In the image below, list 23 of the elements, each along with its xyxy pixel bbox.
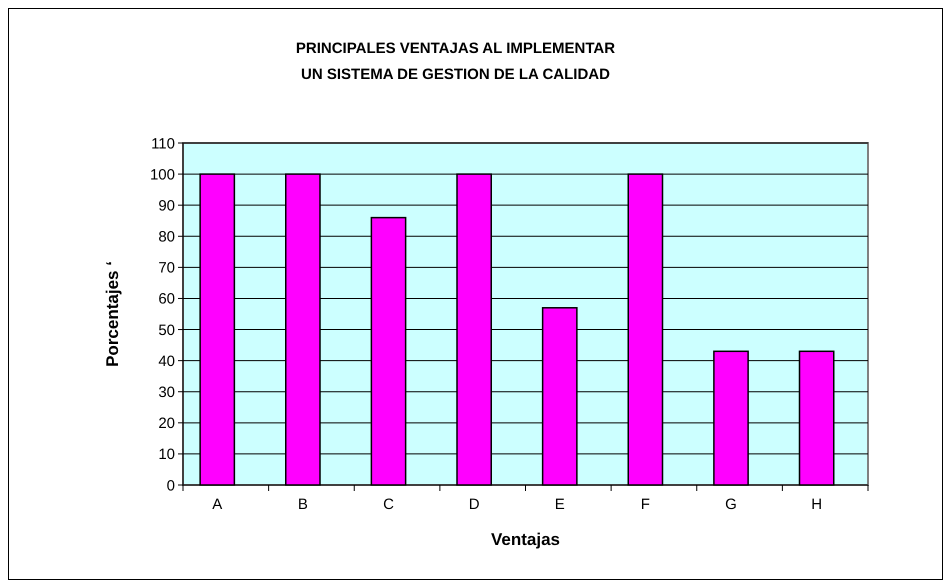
y-tick-label: 10 (158, 446, 175, 464)
y-tick-label: 30 (158, 384, 175, 401)
x-tick-label: G (725, 496, 737, 513)
y-tick-label: 80 (158, 228, 175, 246)
x-tick-label: F (640, 496, 650, 513)
x-tick-label: H (811, 496, 822, 513)
y-tick-label: 0 (166, 477, 175, 494)
x-tick-label: D (468, 496, 480, 513)
y-tick-label: 110 (151, 135, 175, 152)
x-tick-label: B (298, 496, 308, 513)
y-tick-label: 90 (158, 197, 175, 214)
y-tick-label: 60 (158, 290, 175, 308)
y-tick-label: 40 (158, 352, 175, 370)
chart-title: PRINCIPALES VENTAJAS AL IMPLEMENTAR UN SISTEMA DE GESTION DE LA CALIDAD (296, 40, 616, 83)
y-tick-label: 70 (158, 260, 175, 277)
y-tick-label: 20 (158, 415, 175, 432)
y-axis-title: Porcentajes ‘ (103, 261, 122, 367)
x-tick-label: A (212, 496, 222, 513)
x-tick-label: E (554, 496, 565, 513)
x-axis-title: Ventajas (491, 530, 560, 549)
x-tick-label: C (383, 496, 394, 513)
y-tick-label: 50 (158, 322, 175, 339)
y-tick-label: 100 (150, 166, 175, 184)
